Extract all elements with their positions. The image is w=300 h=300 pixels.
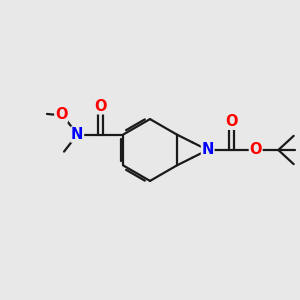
Text: O: O: [94, 99, 106, 114]
Text: O: O: [225, 114, 238, 129]
Text: N: N: [202, 142, 214, 158]
Text: N: N: [71, 127, 83, 142]
Text: O: O: [249, 142, 262, 158]
Text: O: O: [55, 107, 67, 122]
